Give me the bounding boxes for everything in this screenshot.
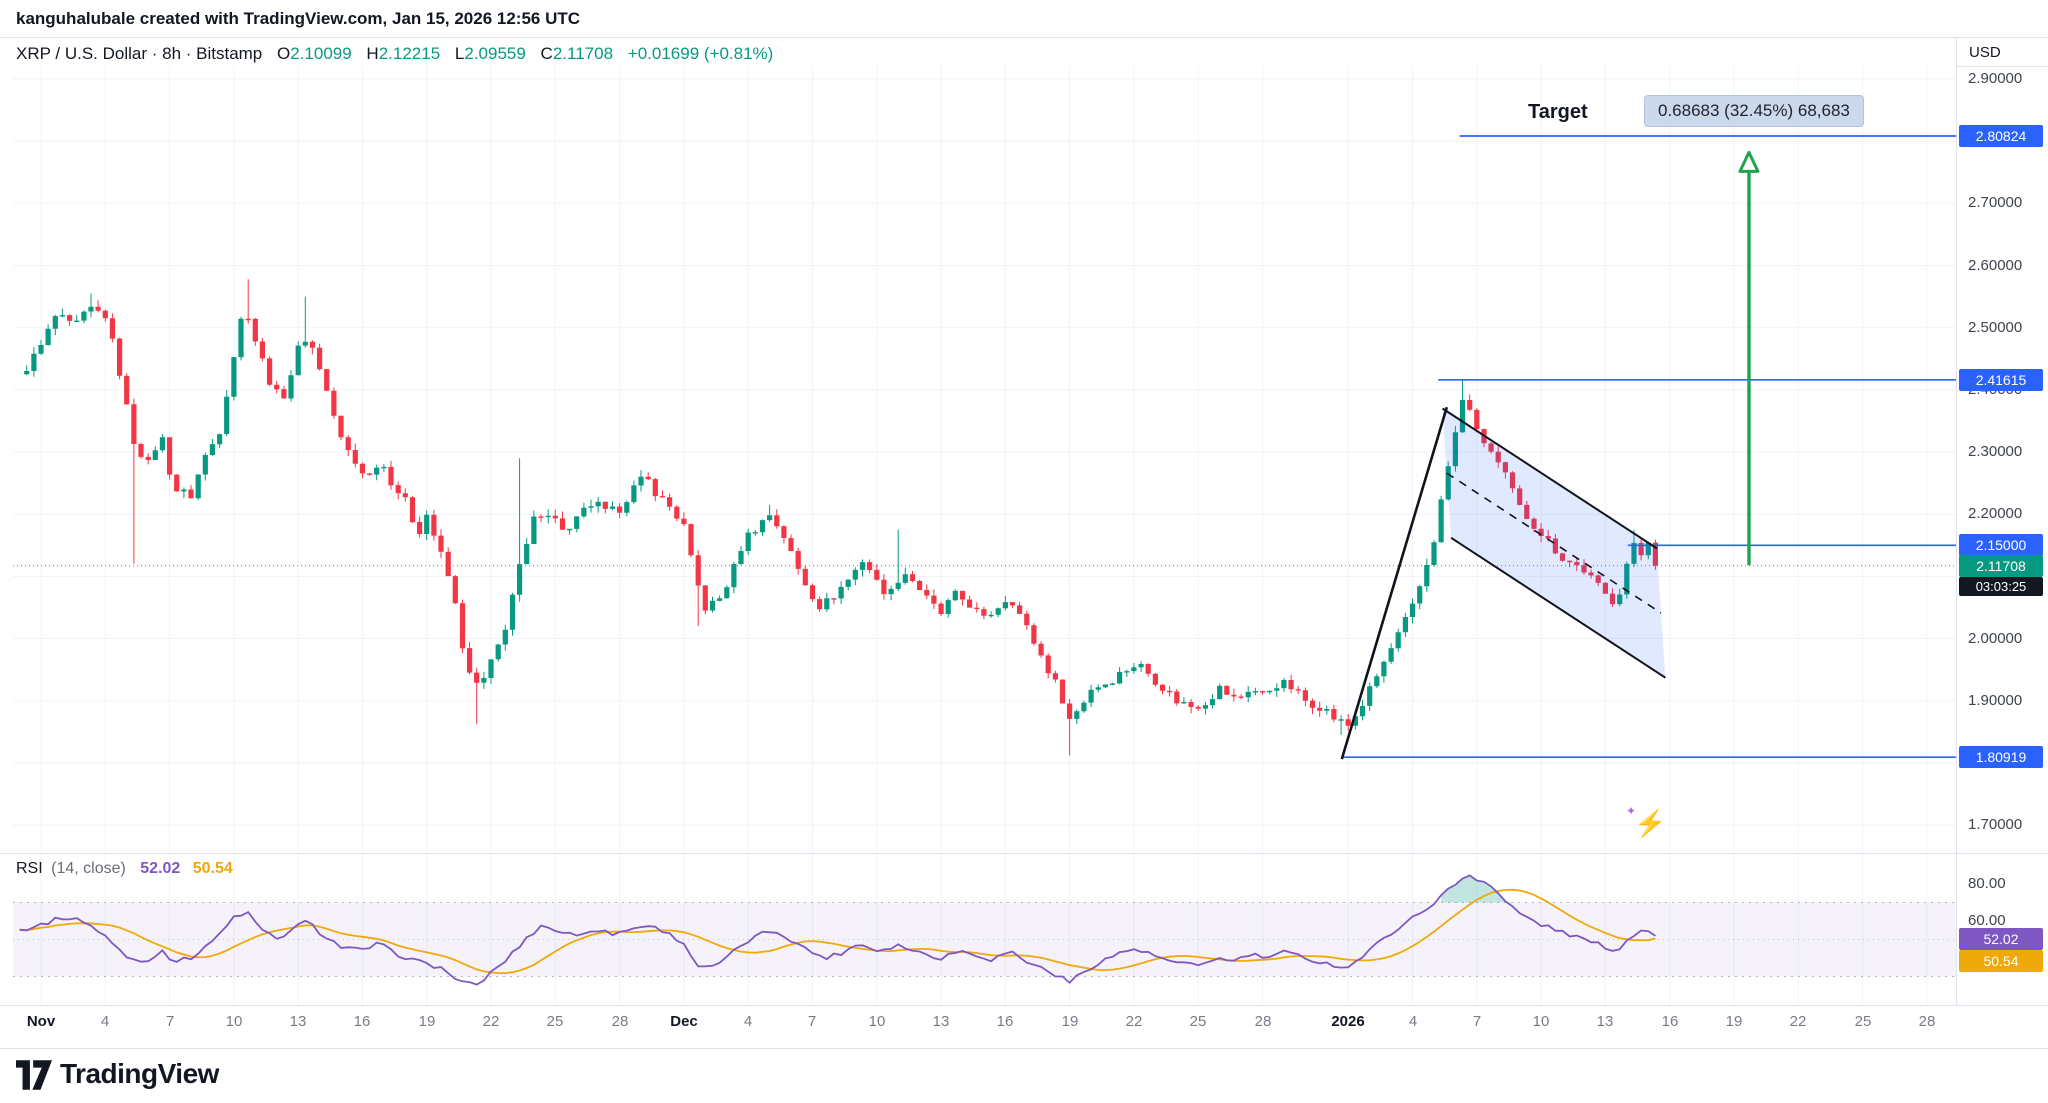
rsi-axis-label: 60.00 <box>1968 912 2006 929</box>
time-axis-label: 16 <box>353 1013 371 1030</box>
rsi-title: RSI <box>16 860 43 877</box>
price-axis-label: 1.70000 <box>1968 816 2023 833</box>
time-axis-label: 2026 <box>1331 1013 1365 1030</box>
time-axis-label: 13 <box>932 1013 950 1030</box>
price-axis-currency: USD <box>1957 38 2048 67</box>
time-axis-label: 22 <box>1789 1013 1807 1030</box>
ohlc-high-value: 2.12215 <box>378 44 441 63</box>
rsi-axis-label: 80.00 <box>1968 875 2006 892</box>
ohlc-close-value: 2.11708 <box>552 44 614 63</box>
time-axis-label: 28 <box>611 1013 629 1030</box>
price-axis-label: 2.30000 <box>1968 443 2023 460</box>
price-axis-label: 2.50000 <box>1968 319 2023 336</box>
price-axis-label: 2.70000 <box>1968 194 2023 211</box>
price-level-badge: 1.80919 <box>1959 746 2043 768</box>
price-axis-label: 2.60000 <box>1968 257 2023 274</box>
time-axis-label: 10 <box>1532 1013 1550 1030</box>
target-measure-badge[interactable]: 0.68683 (32.45%) 68,683 <box>1644 95 1864 127</box>
symbol-legend: XRP / U.S. Dollar · 8h · Bitstamp O2.100… <box>16 44 773 64</box>
time-axis-label: 28 <box>1254 1013 1272 1030</box>
current-price-badge: 2.11708 <box>1959 555 2043 577</box>
time-axis-label: 19 <box>418 1013 436 1030</box>
attribution-text: kanguhalubale created with TradingView.c… <box>16 9 581 28</box>
sparkle-lightning-icon[interactable]: ⚡ ✦ <box>1626 804 1667 839</box>
time-axis-label: 7 <box>807 1013 817 1030</box>
price-level-badge: 2.80824 <box>1959 125 2043 147</box>
price-axis-label: 2.90000 <box>1968 70 2023 87</box>
time-axis-label: Dec <box>670 1013 698 1030</box>
rsi-params: (14, close) <box>51 860 126 877</box>
time-axis-label: 25 <box>546 1013 564 1030</box>
time-axis-label: 16 <box>1661 1013 1679 1030</box>
price-axis-label: 1.90000 <box>1968 692 2023 709</box>
rsi-legend: RSI (14, close) 52.02 50.54 <box>16 860 233 878</box>
ohlc-close-key: C <box>540 44 553 63</box>
time-axis-label: 22 <box>1125 1013 1143 1030</box>
ohlc-high-key: H <box>366 44 379 63</box>
rsi-panel-separator <box>0 853 2048 854</box>
bar-countdown-badge: 03:03:25 <box>1959 577 2043 596</box>
price-level-badge: 2.15000 <box>1959 534 2043 556</box>
time-axis-label: 25 <box>1854 1013 1872 1030</box>
ohlc-open-key: O <box>277 44 291 63</box>
target-annotation-label: Target <box>1528 101 1588 123</box>
footer-separator <box>0 1048 2048 1049</box>
time-axis-label: 4 <box>743 1013 753 1030</box>
price-axis-label: 2.20000 <box>1968 505 2023 522</box>
top-separator <box>0 37 2048 38</box>
time-axis-label: 22 <box>482 1013 500 1030</box>
time-axis-label: 28 <box>1918 1013 1936 1030</box>
time-axis-label: 13 <box>289 1013 307 1030</box>
price-axis-label: 2.00000 <box>1968 630 2023 647</box>
time-axis-label: 7 <box>1472 1013 1482 1030</box>
price-level-badge: 2.41615 <box>1959 369 2043 391</box>
tradingview-logo-icon[interactable] <box>16 1060 52 1090</box>
price-axis-border <box>1956 37 1957 1005</box>
time-axis-label: 4 <box>1408 1013 1418 1030</box>
rsi-ma-badge: 50.54 <box>1959 950 2043 972</box>
sparkle-glyph: ✦ <box>1626 804 1637 818</box>
time-axis-label: 16 <box>996 1013 1014 1030</box>
rsi-main-badge: 52.02 <box>1959 928 2043 950</box>
time-axis-label: 19 <box>1061 1013 1079 1030</box>
time-axis-label: Nov <box>26 1013 56 1030</box>
time-axis-label: 4 <box>100 1013 110 1030</box>
time-axis-label: 13 <box>1596 1013 1614 1030</box>
time-axis-label: 7 <box>165 1013 175 1030</box>
price-change: +0.01699 (+0.81%) <box>627 44 774 63</box>
ohlc-low-value: 2.09559 <box>464 44 526 63</box>
rsi-value-ma: 50.54 <box>192 860 233 877</box>
tradingview-wordmark[interactable]: TradingView <box>60 1058 219 1089</box>
symbol-title: XRP / U.S. Dollar · 8h · Bitstamp <box>16 44 263 63</box>
time-axis-label: 25 <box>1189 1013 1207 1030</box>
time-axis-separator <box>0 1005 2048 1006</box>
lightning-glyph: ⚡ <box>1634 808 1667 838</box>
time-axis-label: 10 <box>868 1013 886 1030</box>
time-axis-label: 19 <box>1725 1013 1743 1030</box>
ohlc-low-key: L <box>454 44 465 63</box>
rsi-value-main: 52.02 <box>140 860 181 877</box>
ohlc-open-value: 2.10099 <box>290 44 352 63</box>
time-axis-label: 10 <box>225 1013 243 1030</box>
